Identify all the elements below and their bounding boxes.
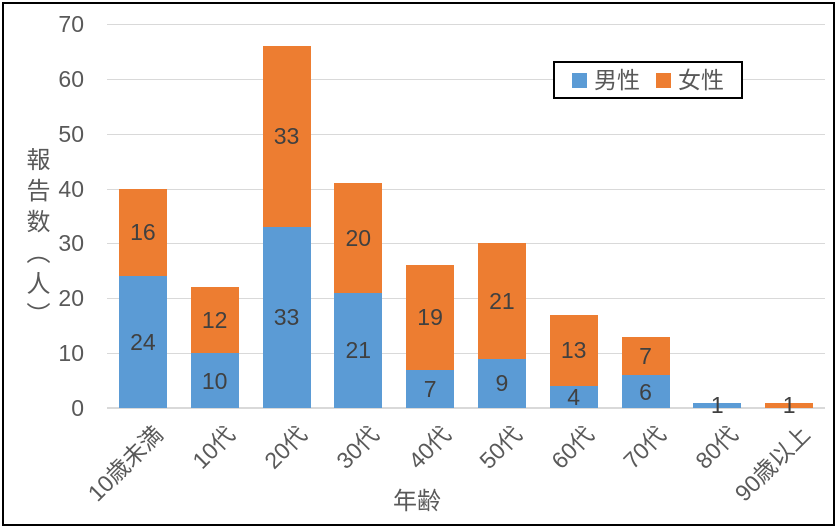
bar-segment-男性-60代 bbox=[549, 386, 598, 408]
bar-segment-男性-30代 bbox=[334, 292, 383, 408]
gridline bbox=[107, 298, 825, 300]
x-tick-label: 60代 bbox=[546, 421, 600, 474]
y-tick-label: 70 bbox=[58, 11, 84, 37]
legend-entry-女性: 女性 bbox=[656, 66, 724, 93]
data-label-男性-80代: 1 bbox=[710, 392, 724, 419]
legend-entry-男性: 男性 bbox=[572, 66, 640, 93]
data-label-男性-50代: 9 bbox=[495, 370, 509, 397]
bar-segment-女性-20代 bbox=[262, 45, 311, 227]
x-axis-baseline bbox=[107, 407, 825, 409]
legend: 男性 女性 bbox=[553, 61, 743, 99]
bar-segment-女性-30代 bbox=[334, 183, 383, 293]
bar-segment-女性-90歳以上 bbox=[765, 402, 814, 408]
bar-segment-女性-60代 bbox=[549, 314, 598, 387]
gridline bbox=[107, 353, 825, 355]
legend-label: 男性 bbox=[594, 66, 640, 93]
data-label-女性-40代: 19 bbox=[417, 304, 443, 331]
y-tick-label: 20 bbox=[58, 285, 84, 312]
data-label-女性-70代: 7 bbox=[639, 342, 652, 369]
x-tick-label: 20代 bbox=[259, 421, 312, 474]
bar-segment-男性-10代 bbox=[190, 353, 239, 408]
y-tick-label: 0 bbox=[71, 395, 84, 421]
data-label-女性-30代: 20 bbox=[345, 224, 372, 251]
bar-segment-男性-70代 bbox=[621, 375, 670, 408]
data-label-女性-60代: 13 bbox=[560, 337, 587, 364]
x-tick-label: 90歳以上 bbox=[729, 421, 815, 507]
data-label-女性-10歳未満: 16 bbox=[130, 219, 156, 246]
y-tick-label: 60 bbox=[58, 65, 84, 92]
legend-label: 女性 bbox=[678, 66, 724, 93]
y-tick-label: 50 bbox=[58, 120, 84, 147]
gridline bbox=[107, 78, 825, 80]
data-label-男性-20代: 33 bbox=[273, 304, 300, 331]
bar-segment-女性-10代 bbox=[190, 287, 239, 354]
x-tick-label: 50代 bbox=[474, 421, 528, 474]
x-tick-label: 80代 bbox=[689, 421, 743, 474]
x-axis-title: 年齢 bbox=[393, 488, 441, 515]
x-tick-label: 70代 bbox=[618, 421, 671, 474]
data-label-女性-10代: 12 bbox=[201, 307, 228, 334]
gridline bbox=[107, 24, 825, 25]
y-tick-label: 40 bbox=[58, 175, 84, 202]
data-label-男性-10歳未満: 24 bbox=[130, 329, 156, 356]
data-label-男性-70代: 6 bbox=[639, 378, 652, 405]
data-label-女性-50代: 21 bbox=[489, 288, 515, 315]
x-tick-label: 10歳未満 bbox=[83, 421, 169, 507]
data-label-女性-90歳以上: 1 bbox=[782, 392, 796, 419]
gridline bbox=[107, 133, 825, 135]
legend-swatch-icon bbox=[572, 72, 587, 88]
data-label-男性-60代: 4 bbox=[567, 384, 581, 411]
bar-segment-女性-40代 bbox=[406, 265, 455, 370]
data-label-男性-40代: 7 bbox=[423, 375, 437, 402]
gridline bbox=[107, 188, 825, 190]
data-label-女性-20代: 33 bbox=[273, 123, 300, 150]
bar-segment-男性-10歳未満 bbox=[118, 276, 167, 408]
y-tick-label: 30 bbox=[58, 230, 84, 257]
bar-segment-男性-50代 bbox=[477, 358, 526, 408]
bar-segment-男性-20代 bbox=[262, 226, 311, 408]
y-tick-label: 10 bbox=[58, 340, 84, 367]
x-tick-label: 10代 bbox=[187, 421, 241, 474]
bar-segment-男性-80代 bbox=[693, 402, 742, 408]
legend-swatch-icon bbox=[656, 72, 671, 88]
x-tick-label: 40代 bbox=[402, 421, 456, 474]
bar-segment-女性-10歳未満 bbox=[118, 188, 167, 277]
gridline bbox=[107, 243, 825, 245]
bar-segment-女性-70代 bbox=[621, 336, 670, 376]
data-label-男性-30代: 21 bbox=[345, 337, 372, 364]
bar-segment-女性-50代 bbox=[477, 243, 526, 359]
bar-segment-男性-40代 bbox=[406, 369, 455, 408]
y-axis-title: 報告数（人） bbox=[22, 147, 49, 333]
x-tick-label: 30代 bbox=[330, 421, 384, 474]
data-label-男性-10代: 10 bbox=[201, 367, 228, 394]
